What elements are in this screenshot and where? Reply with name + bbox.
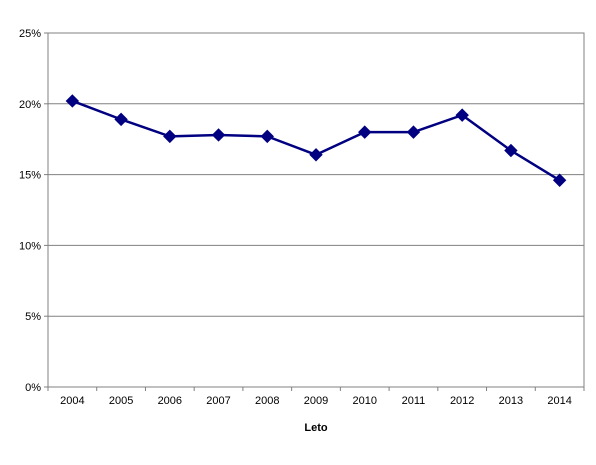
x-tick-label: 2010 bbox=[352, 395, 376, 407]
data-point-marker bbox=[455, 108, 469, 122]
y-tick-label: 5% bbox=[25, 311, 41, 323]
series-line bbox=[71, 99, 561, 182]
x-tick-label: 2004 bbox=[60, 395, 84, 407]
x-tick-label: 2008 bbox=[255, 395, 279, 407]
x-tick-label: 2009 bbox=[304, 395, 328, 407]
data-point-marker bbox=[406, 125, 421, 139]
data-point-marker bbox=[552, 173, 567, 187]
data-point-marker bbox=[260, 129, 274, 144]
data-point-marker bbox=[358, 125, 372, 139]
y-tick-label: 0% bbox=[25, 382, 41, 394]
x-tick-label: 2014 bbox=[547, 395, 571, 407]
x-tick-label: 2006 bbox=[158, 395, 182, 407]
gridlines bbox=[48, 32, 584, 317]
x-axis-label: Leto bbox=[304, 422, 328, 434]
data-point-marker bbox=[163, 129, 177, 144]
y-tick-label: 10% bbox=[19, 240, 41, 252]
y-tick-label: 20% bbox=[19, 99, 41, 111]
x-tick-label: 2005 bbox=[109, 395, 133, 407]
series-layer bbox=[65, 94, 567, 187]
data-point-marker bbox=[504, 143, 518, 158]
y-axis-ticks: 0% 5% 10% 15% 20% 25% bbox=[19, 28, 48, 394]
data-point-marker bbox=[65, 94, 80, 108]
y-tick-label: 25% bbox=[19, 28, 41, 40]
plot-area-frame bbox=[47, 32, 585, 388]
data-point-marker bbox=[309, 148, 323, 162]
x-tick-label: 2007 bbox=[206, 395, 230, 407]
x-tick-label: 2013 bbox=[499, 395, 523, 407]
x-tick-label: 2012 bbox=[450, 395, 474, 407]
x-tick-label: 2011 bbox=[402, 395, 426, 407]
y-tick-label: 15% bbox=[19, 170, 41, 182]
x-axis-ticks: 2004 2005 2006 2007 2008 2009 2010 2011 2012 2013… bbox=[47, 387, 585, 407]
data-point-marker bbox=[211, 128, 226, 142]
data-point-marker bbox=[114, 112, 128, 127]
